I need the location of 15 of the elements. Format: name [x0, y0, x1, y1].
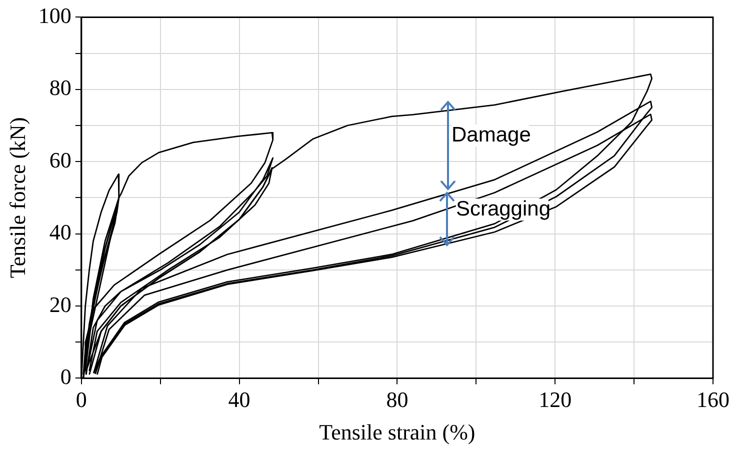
x-tick-label: 160 [696, 387, 730, 412]
x-tick-label: 120 [538, 387, 572, 412]
y-tick-label: 80 [49, 75, 72, 100]
y-axis-title: Tensile force (kN) [4, 117, 30, 278]
x-tick-label: 80 [386, 387, 408, 412]
x-axis-title: Tensile strain (%) [319, 420, 476, 445]
y-tick-label: 60 [49, 147, 72, 172]
annotation: Scragging [456, 197, 550, 220]
x-tick-label: 40 [228, 387, 250, 412]
y-tick-label: 0 [60, 364, 72, 389]
x-tick-label: 0 [76, 387, 87, 412]
y-tick-label: 40 [49, 220, 72, 245]
y-tick-label: 100 [38, 2, 72, 28]
annotation: Damage [452, 123, 531, 146]
y-tick-label: 20 [49, 292, 72, 317]
